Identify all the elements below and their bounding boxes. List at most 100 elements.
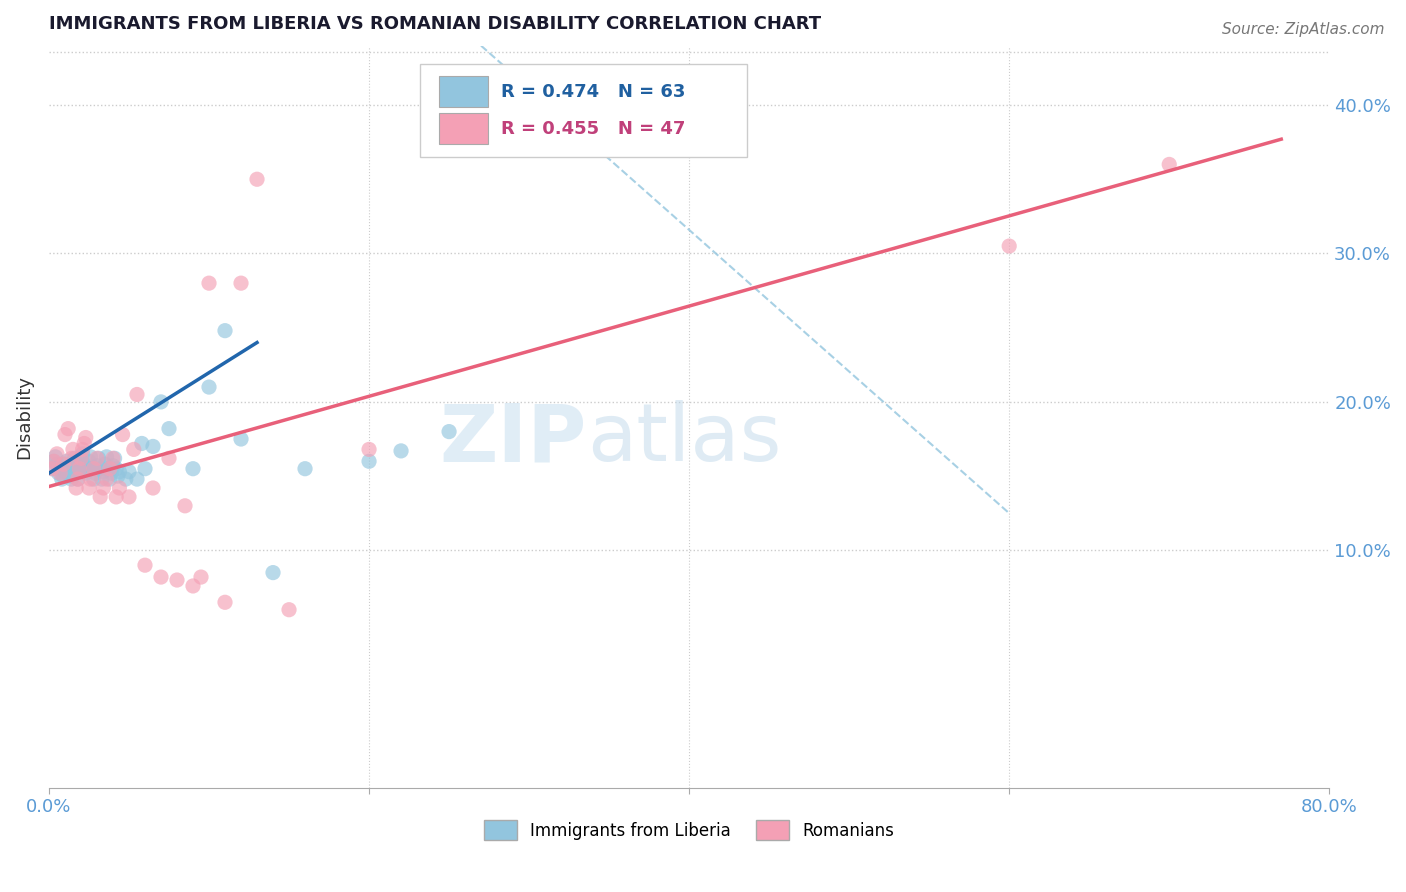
Point (214, 324, 236, 338)
Point (105, 461, 128, 475)
FancyBboxPatch shape (440, 113, 488, 145)
Text: ZIP: ZIP (440, 400, 586, 478)
Point (157, 422, 180, 436)
Point (246, 172, 269, 186)
Point (131, 436, 153, 450)
Point (42, 454, 65, 468)
Point (86, 458, 108, 473)
Point (181, 579, 204, 593)
Point (75, 466, 97, 480)
Point (86, 451, 108, 466)
Point (55, 454, 77, 468)
Point (229, 432, 252, 446)
Point (87, 451, 110, 466)
Point (294, 461, 316, 475)
Point (278, 603, 301, 617)
Point (166, 573, 188, 587)
Point (73, 457, 96, 471)
Point (70, 460, 93, 475)
Point (125, 387, 148, 401)
Point (97, 461, 120, 475)
Point (56, 422, 79, 436)
Point (262, 566, 284, 580)
Point (998, 239, 1021, 253)
Point (134, 558, 156, 573)
Point (134, 461, 156, 475)
Point (75, 431, 97, 445)
FancyBboxPatch shape (420, 64, 747, 157)
Point (62, 458, 84, 473)
Point (46, 447, 69, 461)
Point (79, 450, 101, 464)
Point (66, 472, 89, 486)
Point (122, 442, 145, 457)
Point (94, 457, 117, 471)
Point (62, 442, 84, 457)
Point (437, 425, 460, 439)
Point (77, 481, 100, 495)
Point (65, 461, 87, 475)
Point (229, 276, 252, 290)
Point (83, 472, 105, 486)
Point (63, 451, 86, 466)
Point (52, 457, 75, 471)
Point (52, 469, 75, 483)
Text: Source: ZipAtlas.com: Source: ZipAtlas.com (1222, 22, 1385, 37)
Text: R = 0.474   N = 63: R = 0.474 N = 63 (501, 83, 685, 101)
Point (59, 469, 82, 483)
Point (142, 481, 165, 495)
Point (190, 570, 212, 584)
Point (53, 457, 76, 471)
Point (44, 450, 66, 464)
Point (96, 472, 118, 486)
Point (67, 465, 90, 479)
FancyBboxPatch shape (440, 76, 488, 107)
Y-axis label: Disability: Disability (15, 375, 32, 458)
Point (53, 427, 76, 442)
Point (89, 490, 111, 504)
Point (118, 490, 141, 504)
Point (103, 451, 125, 466)
Point (89, 461, 111, 475)
Text: IMMIGRANTS FROM LIBERIA VS ROMANIAN DISABILITY CORRELATION CHART: IMMIGRANTS FROM LIBERIA VS ROMANIAN DISA… (49, 15, 821, 33)
Point (93, 481, 115, 495)
Point (98, 472, 121, 486)
Point (70, 451, 93, 466)
Point (67, 461, 90, 475)
Point (84, 466, 107, 480)
Point (198, 380, 221, 394)
Point (96, 450, 118, 464)
Point (72, 447, 94, 461)
Point (62, 466, 84, 480)
Legend: Immigrants from Liberia, Romanians: Immigrants from Liberia, Romanians (477, 814, 901, 847)
Point (70, 452, 93, 467)
Point (83, 461, 105, 475)
Point (49, 466, 72, 480)
Point (105, 490, 128, 504)
Point (111, 427, 134, 442)
Point (98, 461, 121, 475)
Point (60, 451, 83, 466)
Point (174, 499, 197, 513)
Point (66, 472, 89, 486)
Point (214, 595, 236, 609)
Point (90, 472, 112, 486)
Point (1159, 157, 1181, 171)
Point (108, 465, 131, 479)
Point (108, 481, 131, 495)
Point (114, 472, 136, 486)
Point (56, 461, 79, 475)
Point (157, 451, 180, 466)
Point (118, 465, 141, 479)
Point (357, 442, 380, 457)
Point (77, 454, 100, 468)
Point (101, 451, 124, 466)
Point (72, 442, 94, 457)
Point (93, 465, 115, 479)
Point (150, 570, 173, 584)
Point (100, 466, 122, 480)
Point (65, 481, 87, 495)
Point (142, 439, 165, 453)
Point (181, 461, 204, 475)
Point (125, 472, 148, 486)
